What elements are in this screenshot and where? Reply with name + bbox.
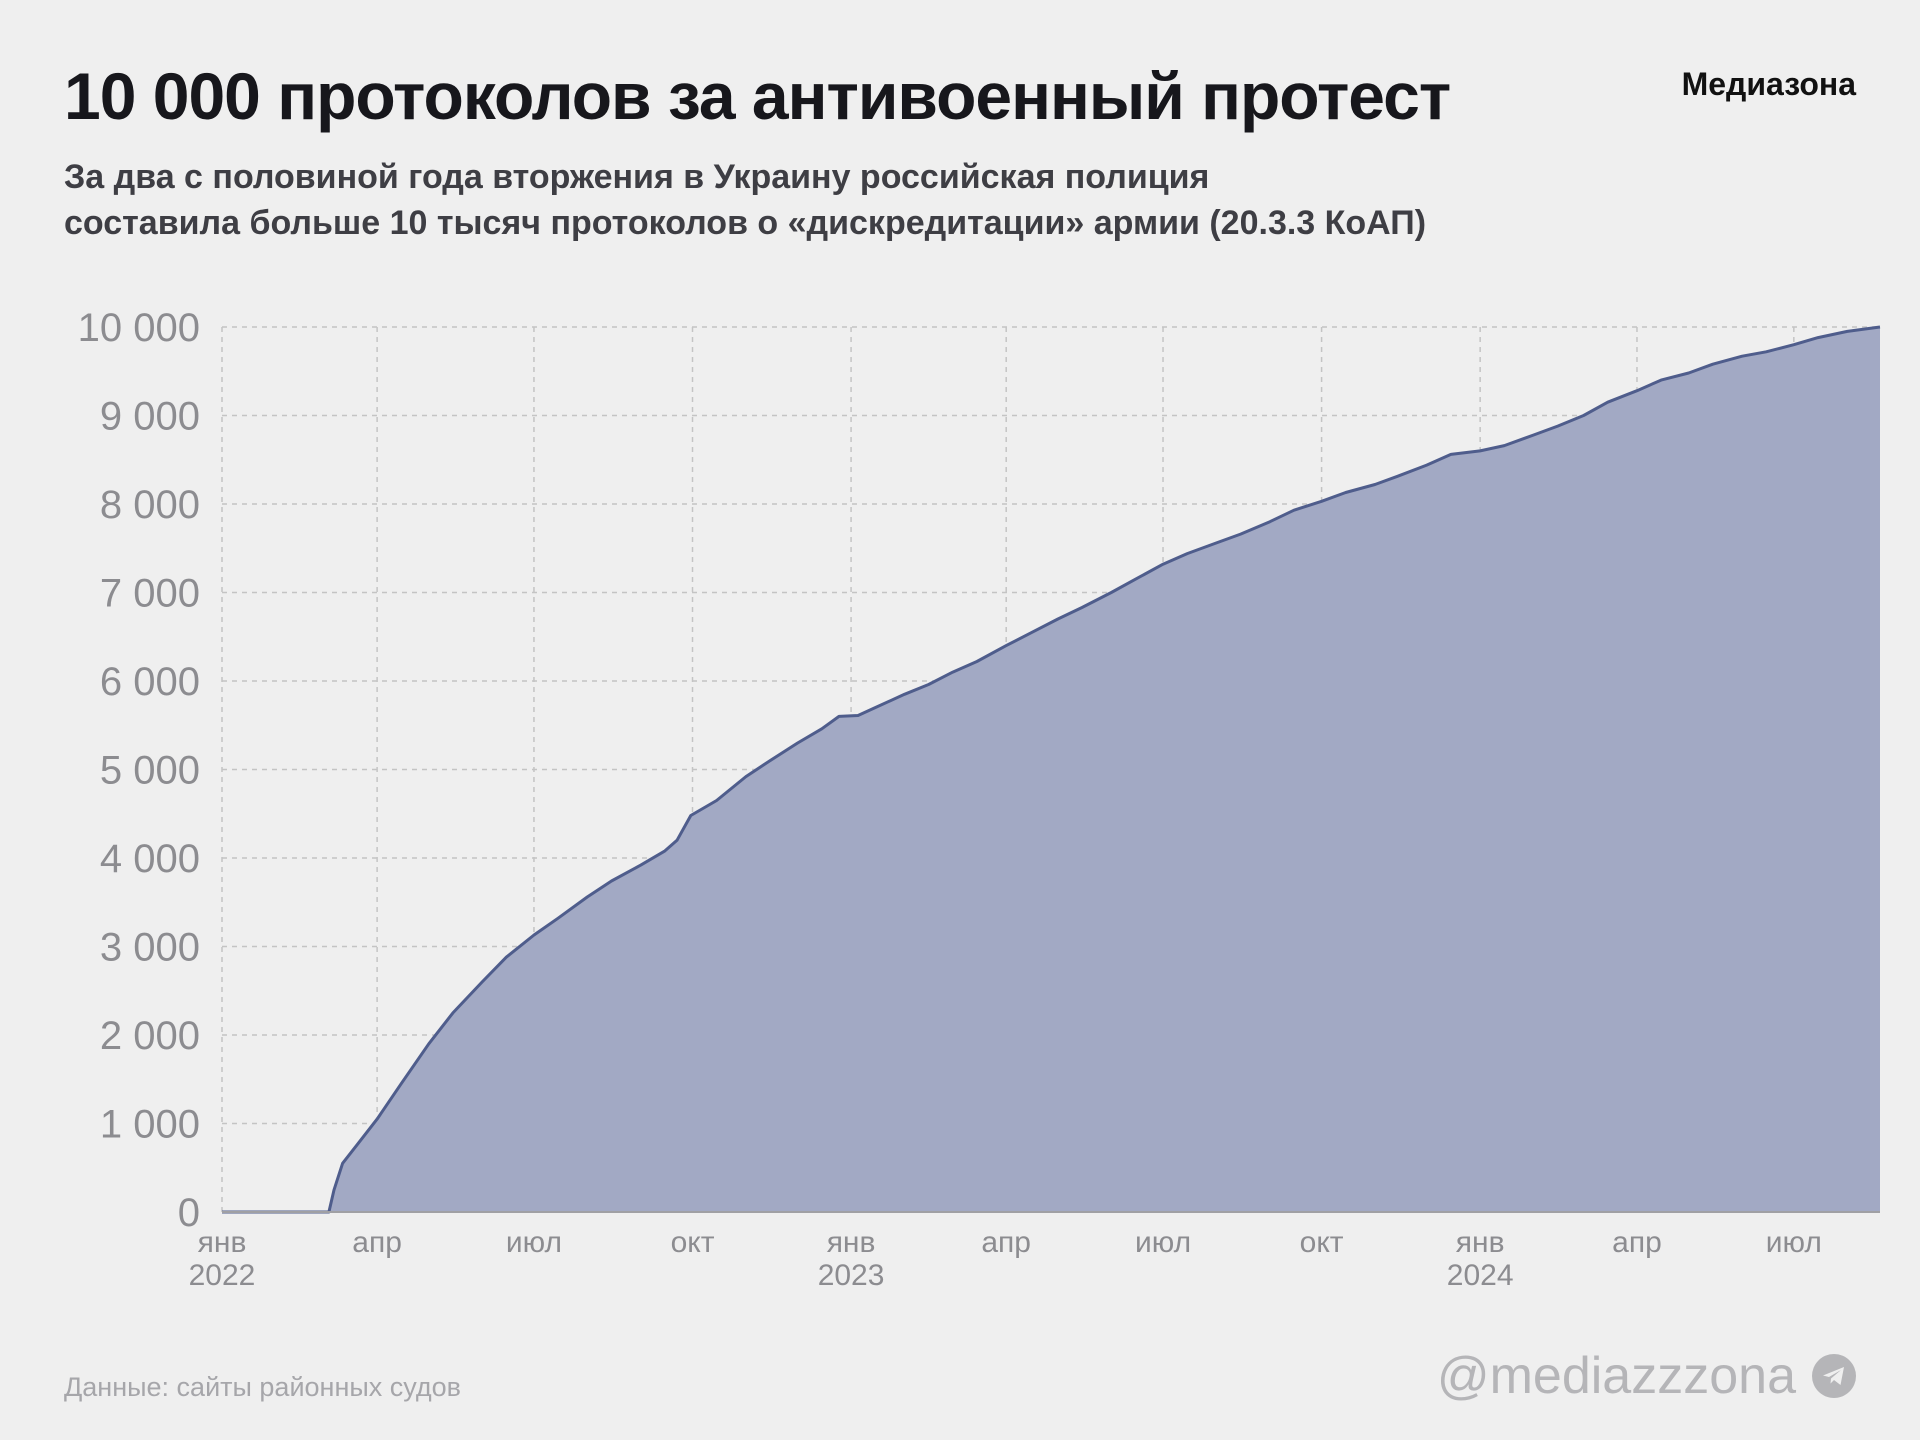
y-tick-label: 5 000	[100, 749, 200, 793]
x-tick-label: апр	[352, 1226, 402, 1259]
y-tick-label: 6 000	[100, 660, 200, 704]
x-tick-label: окт	[671, 1226, 715, 1259]
subtitle-line-1: За два с половиной года вторжения в Укра…	[64, 158, 1210, 196]
series-line	[222, 325, 1881, 1214]
x-tick-label: июл	[1135, 1226, 1191, 1259]
y-tick-label: 0	[178, 1191, 200, 1235]
x-tick-label: янв	[827, 1226, 876, 1259]
telegram-icon[interactable]	[1812, 1354, 1856, 1398]
area-chart: 0 1 000 2 000 3 000 4 000 5 000 6 000 7 000 8 00…	[78, 306, 1881, 1292]
data-source-note: Данные: сайты районных судов	[64, 1372, 461, 1402]
series-area-fill	[222, 327, 1880, 1212]
x-tick-label: июл	[506, 1226, 562, 1259]
x-tick-label: окт	[1300, 1226, 1344, 1259]
telegram-handle[interactable]: @mediazzzona	[1436, 1347, 1796, 1405]
x-tick-label: апр	[981, 1226, 1031, 1259]
y-tick-label: 8 000	[100, 483, 200, 527]
x-tick-label: янв	[198, 1226, 247, 1259]
y-tick-label: 2 000	[100, 1014, 200, 1058]
x-tick-year-label: 2023	[818, 1259, 885, 1292]
y-tick-label: 9 000	[100, 395, 200, 439]
x-tick-label: апр	[1612, 1226, 1662, 1259]
y-tick-label: 1 000	[100, 1103, 200, 1147]
x-tick-year-label: 2024	[1447, 1259, 1514, 1292]
y-tick-label: 4 000	[100, 837, 200, 881]
y-tick-label: 3 000	[100, 926, 200, 970]
y-tick-label: 7 000	[100, 572, 200, 616]
subtitle-line-2: составила больше 10 тысяч протоколов о «…	[64, 204, 1427, 242]
x-tick-label: июл	[1766, 1226, 1822, 1259]
chart-title: 10 000 протоколов за антивоенный протест	[64, 59, 1451, 133]
y-tick-label: 10 000	[78, 306, 200, 350]
x-tick-label: янв	[1456, 1226, 1505, 1259]
chart-subtitle: За два с половиной года вторжения в Укра…	[64, 154, 1664, 246]
brand-logo: Медиазона	[1681, 66, 1856, 102]
x-tick-year-label: 2022	[189, 1259, 256, 1292]
